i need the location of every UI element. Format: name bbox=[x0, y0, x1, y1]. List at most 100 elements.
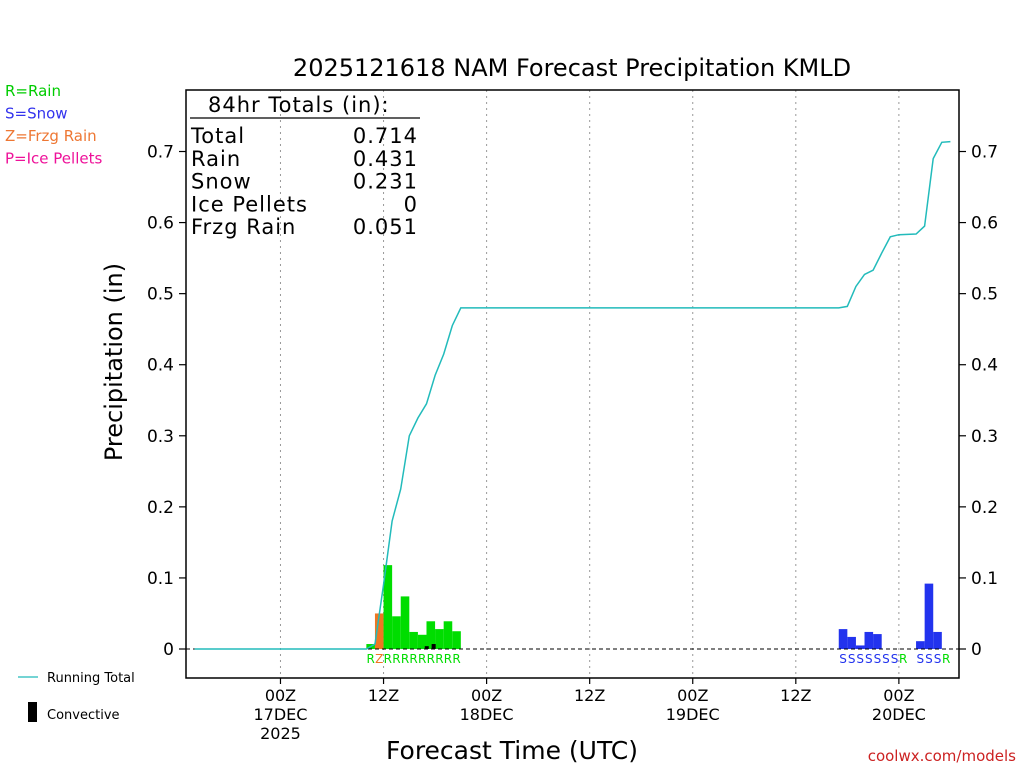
xtick-label-2: 00Z bbox=[471, 686, 502, 705]
precip-type-legend: R=Rain S=Snow Z=Frzg Rain P=Ice Pellets bbox=[5, 82, 102, 168]
precip-bar-16 bbox=[916, 641, 925, 649]
precip-bar-18 bbox=[933, 631, 942, 649]
convective-bars bbox=[424, 644, 436, 649]
type-label-15: S bbox=[874, 652, 882, 666]
precip-bar-11 bbox=[838, 629, 848, 649]
totals-label-0: Total bbox=[190, 124, 245, 148]
totals-value-3: 0 bbox=[404, 192, 418, 216]
precip-bar-7 bbox=[426, 621, 436, 649]
xtick-date-2: 18DEC bbox=[460, 705, 514, 724]
xtick-date-4: 19DEC bbox=[666, 705, 720, 724]
precip-bar-14 bbox=[864, 631, 874, 649]
ytick-label-left-3: 0.3 bbox=[147, 427, 174, 447]
convective-swatch bbox=[28, 702, 37, 722]
ytick-label-left-1: 0.1 bbox=[147, 569, 174, 589]
xtick-label-3: 12Z bbox=[574, 686, 605, 705]
ytick-label-left-4: 0.4 bbox=[147, 356, 174, 376]
xtick-label-4: 00Z bbox=[677, 686, 708, 705]
type-label-21: S bbox=[934, 652, 942, 666]
ytick-label-right-1: 0.1 bbox=[971, 569, 998, 589]
totals-label-2: Snow bbox=[191, 170, 252, 194]
convective-bar-0 bbox=[424, 646, 429, 649]
bottom-legend: Running Total Convective bbox=[18, 671, 135, 723]
running-total-legend-label: Running Total bbox=[47, 671, 135, 686]
ytick-label-left-7: 0.7 bbox=[147, 143, 174, 163]
grid-lines bbox=[279, 90, 900, 678]
type-label-4: R bbox=[401, 652, 409, 666]
type-label-3: R bbox=[392, 652, 400, 666]
ytick-label-left-6: 0.6 bbox=[147, 214, 174, 234]
type-label-13: S bbox=[856, 652, 864, 666]
type-label-8: R bbox=[435, 652, 443, 666]
ytick-label-right-7: 0.7 bbox=[971, 143, 998, 163]
totals-label-4: Frzg Rain bbox=[191, 215, 296, 239]
y-axis-left: 0 0.1 0.2 0.3 0.4 0.5 0.6 0.7 bbox=[147, 143, 186, 660]
y-axis-label: Precipitation (in) bbox=[100, 263, 128, 461]
xtick-label-5: 12Z bbox=[780, 686, 811, 705]
type-label-14: S bbox=[865, 652, 873, 666]
legend-type-S: S=Snow bbox=[5, 105, 68, 123]
totals-label-3: Ice Pellets bbox=[191, 192, 308, 216]
precip-bar-3 bbox=[392, 616, 401, 649]
type-label-6: R bbox=[418, 652, 426, 666]
running-total-line bbox=[194, 140, 951, 650]
type-label-5: R bbox=[409, 652, 417, 666]
type-label-1: Z bbox=[375, 652, 383, 666]
ytick-label-left-2: 0.2 bbox=[147, 498, 174, 518]
legend-type-P: P=Ice Pellets bbox=[5, 150, 102, 168]
x-axis-label: Forecast Time (UTC) bbox=[386, 736, 638, 765]
precip-bar-12 bbox=[847, 636, 856, 649]
type-label-20: S bbox=[925, 652, 933, 666]
ytick-label-right-5: 0.5 bbox=[971, 285, 998, 305]
xtick-date-0: 17DEC bbox=[253, 705, 307, 724]
type-label-16: S bbox=[882, 652, 890, 666]
plot-frame bbox=[185, 89, 960, 679]
precip-bar-4 bbox=[400, 596, 410, 649]
precip-bar-9 bbox=[443, 621, 453, 649]
xtick-year-0: 2025 bbox=[260, 724, 301, 743]
legend-type-Z: Z=Frzg Rain bbox=[5, 127, 97, 145]
precip-bar-10 bbox=[452, 631, 461, 649]
type-label-22: R bbox=[942, 652, 950, 666]
convective-bar-1 bbox=[431, 644, 436, 649]
totals-header: 84hr Totals (in): bbox=[208, 93, 390, 117]
y-axis-right: 0 0.1 0.2 0.3 0.4 0.5 0.6 0.7 bbox=[959, 143, 998, 660]
type-label-17: S bbox=[891, 652, 899, 666]
precip-bar-13 bbox=[855, 645, 865, 649]
type-label-10: R bbox=[452, 652, 460, 666]
totals-value-4: 0.051 bbox=[353, 215, 418, 239]
precip-bar-5 bbox=[409, 631, 418, 649]
ytick-label-right-2: 0.2 bbox=[971, 498, 998, 518]
type-label-19: S bbox=[917, 652, 925, 666]
totals-box: 84hr Totals (in): Total 0.714 Rain 0.431 Sno… bbox=[190, 93, 420, 239]
legend-type-R: R=Rain bbox=[5, 82, 61, 100]
precip-bar-1 bbox=[374, 613, 384, 649]
xtick-label-6: 00Z bbox=[883, 686, 914, 705]
xtick-label-0: 00Z bbox=[265, 686, 296, 705]
ytick-label-left-5: 0.5 bbox=[147, 285, 174, 305]
totals-value-2: 0.231 bbox=[353, 170, 418, 194]
precip-bar-17 bbox=[924, 583, 934, 649]
precip-bar-6 bbox=[417, 634, 427, 649]
precip-bar-8 bbox=[435, 629, 444, 649]
type-label-11: S bbox=[839, 652, 847, 666]
type-label-9: R bbox=[444, 652, 452, 666]
totals-label-1: Rain bbox=[191, 147, 241, 171]
convective-legend-label: Convective bbox=[47, 708, 120, 723]
type-label-2: R bbox=[384, 652, 392, 666]
ytick-label-right-3: 0.3 bbox=[971, 427, 998, 447]
type-label-12: S bbox=[848, 652, 856, 666]
precip-bar-15 bbox=[873, 634, 882, 649]
credit-text: coolwx.com/models bbox=[868, 747, 1016, 765]
precip-bars bbox=[366, 565, 942, 649]
chart-title: 2025121618 NAM Forecast Precipitation KM… bbox=[293, 54, 851, 82]
type-label-7: R bbox=[427, 652, 435, 666]
totals-value-0: 0.714 bbox=[353, 124, 418, 148]
xtick-label-1: 12Z bbox=[368, 686, 399, 705]
totals-value-1: 0.431 bbox=[353, 147, 418, 171]
ytick-label-right-4: 0.4 bbox=[971, 356, 998, 376]
ytick-label-right-0: 0 bbox=[971, 640, 982, 660]
